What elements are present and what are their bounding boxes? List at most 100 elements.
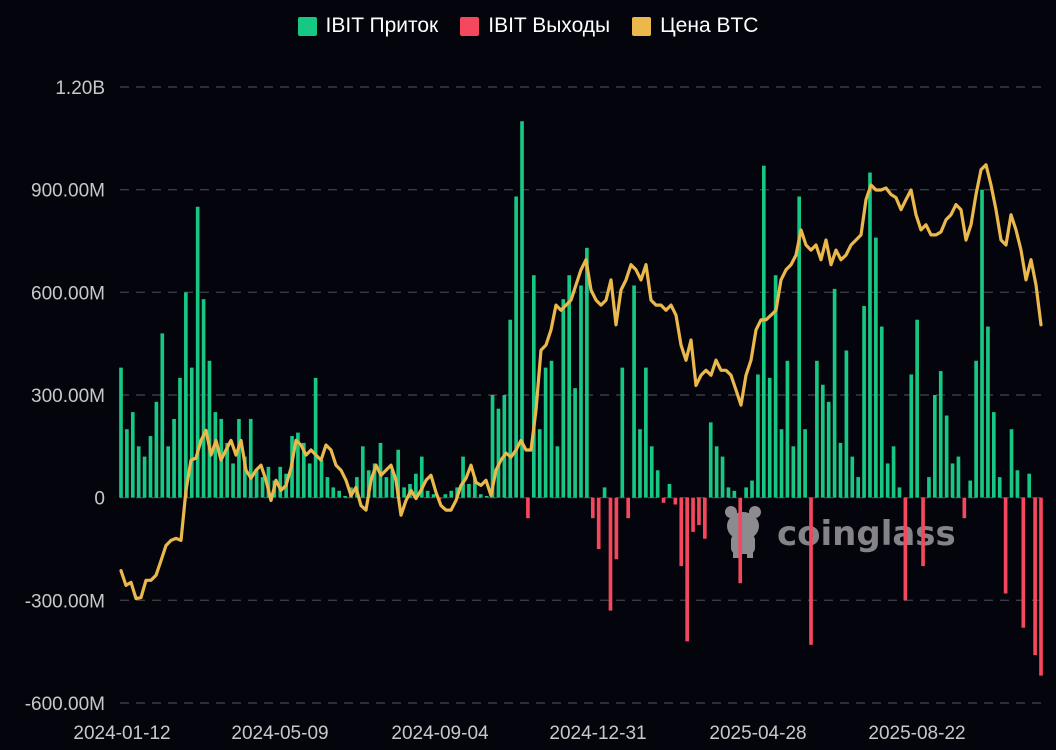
inflow-bar [1015,470,1020,498]
inflow-bar [225,442,229,498]
watermark: coinglass [725,506,956,558]
legend-item-inflow[interactable]: IBIT Приток [297,14,439,38]
inflow-bar [260,477,265,498]
inflow-bar [803,429,807,498]
inflow-bar [337,490,342,498]
outflow-bar [962,497,967,519]
inflow-bar [396,449,401,498]
inflow-bar [425,490,430,498]
inflow-bar [325,477,330,498]
inflow-bar [125,429,129,498]
inflow-bar [555,446,560,498]
inflow-bar [820,384,825,498]
y-tick-label: 600.00M [31,283,105,304]
legend-label-inflow: IBIT Приток [325,14,439,37]
inflow-bar [431,494,436,498]
inflow-bar [750,480,754,498]
x-tick-label: 2025-04-28 [709,723,806,744]
inflow-bar [402,487,406,498]
inflow-bar [343,495,347,498]
x-tick-label: 2024-01-12 [73,723,170,744]
inflow-bar [714,446,719,498]
inflow-bar [449,490,454,498]
inflow-bar [838,442,843,498]
y-axis: 1.20B 900.00M 600.00M 300.00M 0 -300.00M -600.… [25,78,105,715]
inflow-bar [832,288,837,498]
inflow-bar [708,422,713,498]
y-tick-label: -600.00M [25,694,105,715]
inflow-bar [915,319,919,498]
inflow-bar [248,418,253,498]
inflow-bar [986,326,990,498]
btc-price-line [119,163,1043,601]
legend-item-btc-price[interactable]: Цена BTC [632,14,758,38]
inflow-bar [502,395,507,498]
inflow-bar [667,483,672,498]
inflow-bar [508,319,513,498]
outflow-bar [614,497,619,560]
inflow-bar [791,446,796,498]
inflow-bar [850,456,855,498]
outflow-bar [661,497,666,503]
inflow-bar [254,470,259,498]
outflow-bar [590,497,595,519]
x-tick-label: 2024-12-31 [549,723,646,744]
legend-label-outflow: IBIT Выходы [488,14,611,37]
btc-price-swatch [632,16,652,36]
inflow-bar [720,456,725,498]
inflow-bar [726,487,731,498]
outflow-bar [903,497,908,601]
inflow-bar [944,415,949,498]
inflow-bar [184,292,188,498]
inflow-bar [997,477,1002,498]
inflow-bar [968,480,973,498]
inflow-bar [756,374,760,498]
inflow-bar [933,395,937,498]
inflow-bar [620,367,625,498]
inflow-bar [761,165,766,498]
y-tick-label: 900.00M [31,181,105,202]
inflow-bar [419,456,424,498]
legend-label-btc-price: Цена BTC [660,14,759,37]
inflow-bar [649,446,654,498]
x-tick-label: 2025-08-22 [868,723,965,744]
inflow-bar [779,429,784,498]
inflow-bar [655,470,660,498]
inflow-bar [154,401,159,498]
outflow-bar [626,497,631,519]
legend-item-outflow[interactable]: IBIT Выходы [460,14,610,38]
outflow-bar [1039,497,1043,676]
inflow-bar [496,408,501,498]
inflow-bar [514,196,518,498]
inflow-bar [632,285,636,498]
inflow-bar [172,418,176,498]
inflow-bar [1027,473,1032,498]
inflow-bar [319,460,324,498]
outflow-bar [1003,497,1008,594]
inflow-bar [461,456,465,498]
inflow-bar [891,446,896,498]
inflow-bar [585,247,589,498]
outflow-bar [596,497,601,549]
inflow-bar [360,446,365,498]
watermark-text: coinglass [777,514,956,554]
y-tick-label: 300.00M [31,386,105,407]
inflow-bar [561,299,566,498]
x-axis: 2024-01-12 2024-05-09 2024-09-04 2024-12-31… [73,723,965,744]
inflow-bar [543,367,548,498]
inflow-bar [266,466,271,498]
inflow-bar [573,388,577,498]
x-tick-label: 2024-09-04 [391,723,489,744]
y-tick-label: 0 [94,489,105,510]
inflow-bar [956,456,961,498]
inflow-bar [484,495,489,498]
inflow-bar [980,189,984,498]
outflow-swatch [460,16,480,36]
inflow-bar [991,412,996,498]
outflow-bar [526,497,530,519]
inflow-bar [478,494,483,498]
inflow-bar [797,196,802,498]
inflow-bar [243,456,247,498]
inflow-bar [567,275,572,498]
